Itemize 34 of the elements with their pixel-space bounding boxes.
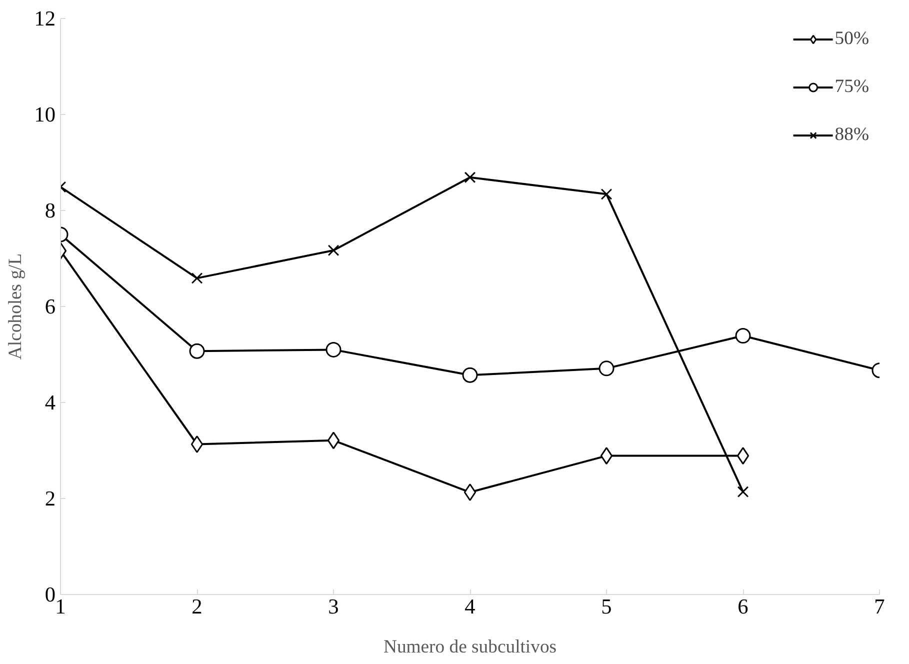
y-axis-title: Alcoholes g/L xyxy=(5,253,26,360)
y-tick-label: 0 xyxy=(44,582,56,606)
x-tick-label: 5 xyxy=(601,594,612,618)
legend-label: 88% xyxy=(834,124,869,146)
point xyxy=(464,484,476,502)
y-tick-label: 6 xyxy=(44,294,56,318)
point xyxy=(328,244,340,256)
legend-label: 75% xyxy=(834,76,869,98)
x-tick-label: 6 xyxy=(738,594,749,618)
y-tick-label: 12 xyxy=(34,6,56,30)
x-tick-label: 7 xyxy=(874,594,886,618)
point xyxy=(189,343,205,359)
point xyxy=(326,342,342,358)
x-tick-label: 3 xyxy=(328,594,339,618)
point xyxy=(735,328,751,344)
point xyxy=(598,360,614,376)
legend-label: 50% xyxy=(834,28,869,50)
x-tick-label: 1 xyxy=(55,594,66,618)
point xyxy=(464,172,476,184)
point xyxy=(736,447,750,465)
point xyxy=(191,272,203,284)
x-tick-label: 4 xyxy=(464,594,476,618)
point xyxy=(190,436,204,454)
point xyxy=(737,486,749,498)
point xyxy=(462,367,478,383)
y-tick-label: 8 xyxy=(44,198,56,222)
point xyxy=(600,447,613,465)
x-tick-label: 2 xyxy=(192,594,202,618)
point xyxy=(600,188,612,200)
x-axis-title: Numero de subcultivos xyxy=(383,636,557,658)
y-tick-label: 4 xyxy=(44,390,56,414)
y-tick-label: 2 xyxy=(44,486,56,510)
point xyxy=(327,432,340,450)
y-tick-label: 10 xyxy=(34,102,56,126)
